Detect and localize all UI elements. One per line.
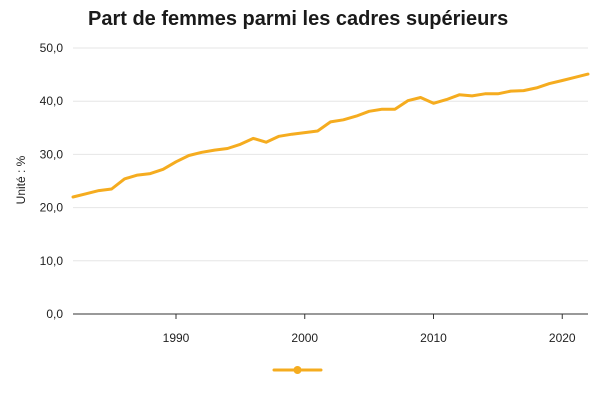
y-tick-label: 30,0 <box>40 147 64 161</box>
legend-marker <box>293 366 302 374</box>
series-line <box>71 72 590 199</box>
chart-title: Part de femmes parmi les cadres supérieu… <box>88 8 509 30</box>
y-tick-label: 0,0 <box>46 307 63 321</box>
series <box>71 72 590 199</box>
gridlines <box>73 47 588 262</box>
x-tick-label: 2020 <box>549 331 576 345</box>
x-tick-label: 1990 <box>163 331 190 345</box>
x-tick-labels: 1990 2000 2010 2020 <box>163 331 576 345</box>
y-tick-labels: 0,0 10,0 20,0 30,0 40,0 50,0 <box>40 41 64 321</box>
y-tick-label: 10,0 <box>40 254 64 268</box>
x-tick-label: 2010 <box>420 331 447 345</box>
y-axis-title: Unité : % <box>14 155 28 204</box>
y-tick-label: 40,0 <box>40 94 64 108</box>
axes <box>73 313 588 319</box>
y-tick-label: 20,0 <box>40 201 64 215</box>
legend <box>272 366 323 374</box>
x-tick-label: 2000 <box>291 331 318 345</box>
y-tick-label: 50,0 <box>40 41 64 55</box>
